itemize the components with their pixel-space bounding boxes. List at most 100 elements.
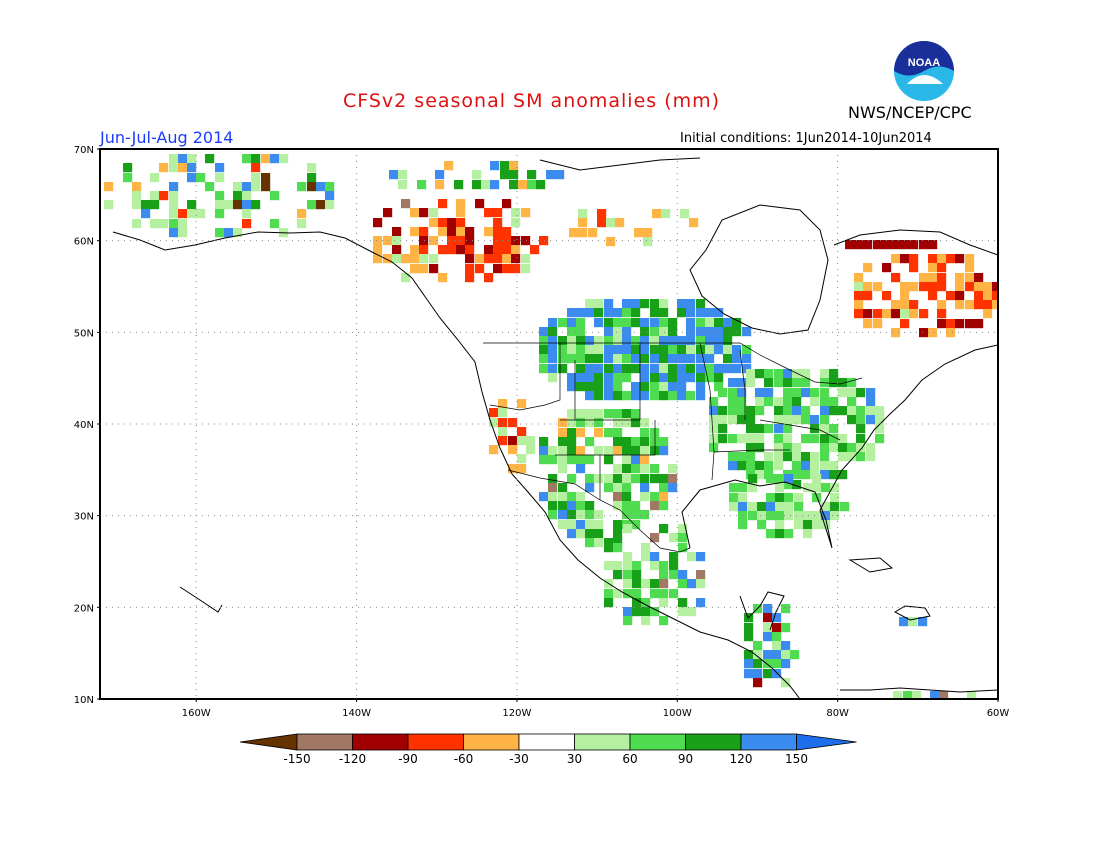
anomaly-cell (498, 436, 508, 446)
anomaly-cell (251, 200, 261, 210)
anomaly-cell (863, 291, 873, 301)
anomaly-cell (669, 533, 679, 543)
anomaly-cell (215, 191, 225, 201)
anomaly-cell (640, 483, 650, 493)
anomaly-cell (594, 538, 604, 548)
anomaly-cell (709, 406, 719, 416)
anomaly-cell (539, 437, 549, 447)
anomaly-cell (784, 493, 794, 503)
anomaly-cell (766, 502, 776, 512)
anomaly-cell (438, 273, 448, 283)
coastline (689, 204, 829, 335)
anomaly-cell (465, 273, 475, 283)
agency-label: NWS/NCEP/CPC (848, 103, 972, 122)
anomaly-cell (465, 236, 475, 246)
anomaly-cell (718, 388, 728, 398)
anomaly-cell (919, 328, 929, 338)
anomaly-cell (623, 589, 633, 599)
anomaly-cell (594, 345, 604, 355)
anomaly-cell (622, 474, 632, 484)
anomaly-cell (169, 219, 179, 229)
anomaly-cell (650, 437, 660, 447)
anomaly-cell (502, 264, 512, 274)
anomaly-cell (766, 529, 776, 539)
anomaly-cell (493, 218, 503, 228)
anomaly-cell (465, 264, 475, 274)
anomaly-cell (812, 493, 822, 503)
anomaly-cell (764, 397, 774, 407)
anomaly-cell (856, 388, 866, 398)
anomaly-cell (307, 163, 317, 173)
anomaly-cell (659, 501, 669, 511)
anomaly-cell (748, 502, 758, 512)
anomaly-cell (613, 336, 623, 346)
anomaly-cell (242, 200, 252, 210)
anomaly-cell (937, 282, 947, 292)
anomaly-cell (521, 208, 531, 218)
anomaly-cell (187, 163, 197, 173)
anomaly-cell (498, 418, 508, 428)
anomaly-cell (774, 434, 784, 444)
anomaly-cell (205, 154, 215, 164)
anomaly-cell (669, 589, 679, 599)
anomaly-cell (527, 180, 537, 190)
anomaly-cell (686, 345, 696, 355)
anomaly-cell (893, 691, 903, 699)
anomaly-cell (686, 318, 696, 328)
anomaly-cell (511, 264, 521, 274)
anomaly-cell (882, 263, 892, 273)
anomaly-cell (821, 502, 831, 512)
anomaly-cell (493, 254, 503, 264)
border (483, 342, 863, 385)
anomaly-cell (900, 300, 910, 310)
anomaly-cell (705, 336, 715, 346)
anomaly-cell (567, 446, 577, 456)
anomaly-cell (178, 209, 188, 219)
anomaly-cell (316, 200, 326, 210)
anomaly-cell (678, 570, 688, 580)
anomaly-cell (169, 182, 179, 192)
anomaly-cell (502, 254, 512, 264)
anomaly-cell (891, 309, 901, 319)
anomaly-cell (820, 397, 830, 407)
anomaly-cell (992, 300, 998, 310)
anomaly-cell (539, 446, 549, 456)
anomaly-cell (668, 483, 678, 493)
anomaly-cell (242, 219, 252, 229)
anomaly-cell (196, 209, 206, 219)
anomaly-cell (668, 382, 678, 392)
anomaly-cell (875, 434, 885, 444)
anomaly-cell (438, 227, 448, 237)
anomaly-cell (613, 327, 623, 337)
anomaly-cell (900, 282, 910, 292)
legend-label: -90 (398, 752, 418, 766)
anomaly-cell (723, 364, 733, 374)
anomaly-cell (555, 170, 565, 180)
anomaly-cell (585, 308, 595, 318)
anomaly-cell (558, 354, 568, 364)
border (507, 469, 691, 553)
anomaly-cell (548, 455, 558, 465)
anomaly-cell (820, 424, 830, 434)
anomaly-cell (847, 452, 857, 462)
anomaly-cell (521, 264, 531, 274)
anomaly-cell (585, 354, 595, 364)
initial-conditions-label: Initial conditions: 1Jun2014-10Jun2014 (680, 131, 932, 146)
anomaly-cell (742, 354, 752, 364)
anomaly-cell (801, 378, 811, 388)
anomaly-cell (613, 474, 623, 484)
lat-label: 60N (74, 237, 94, 248)
anomaly-cell (419, 227, 429, 237)
anomaly-cell (604, 483, 614, 493)
anomaly-cell (820, 388, 830, 398)
anomaly-cell (640, 428, 650, 438)
anomaly-cell (764, 424, 774, 434)
anomaly-cell (242, 154, 252, 164)
anomaly-cell (659, 336, 669, 346)
anomaly-cell (498, 427, 508, 437)
anomaly-cell (908, 617, 918, 627)
anomaly-cell (737, 397, 747, 407)
coastline (739, 591, 785, 631)
anomaly-cell (784, 474, 794, 484)
anomaly-cell (539, 236, 549, 246)
